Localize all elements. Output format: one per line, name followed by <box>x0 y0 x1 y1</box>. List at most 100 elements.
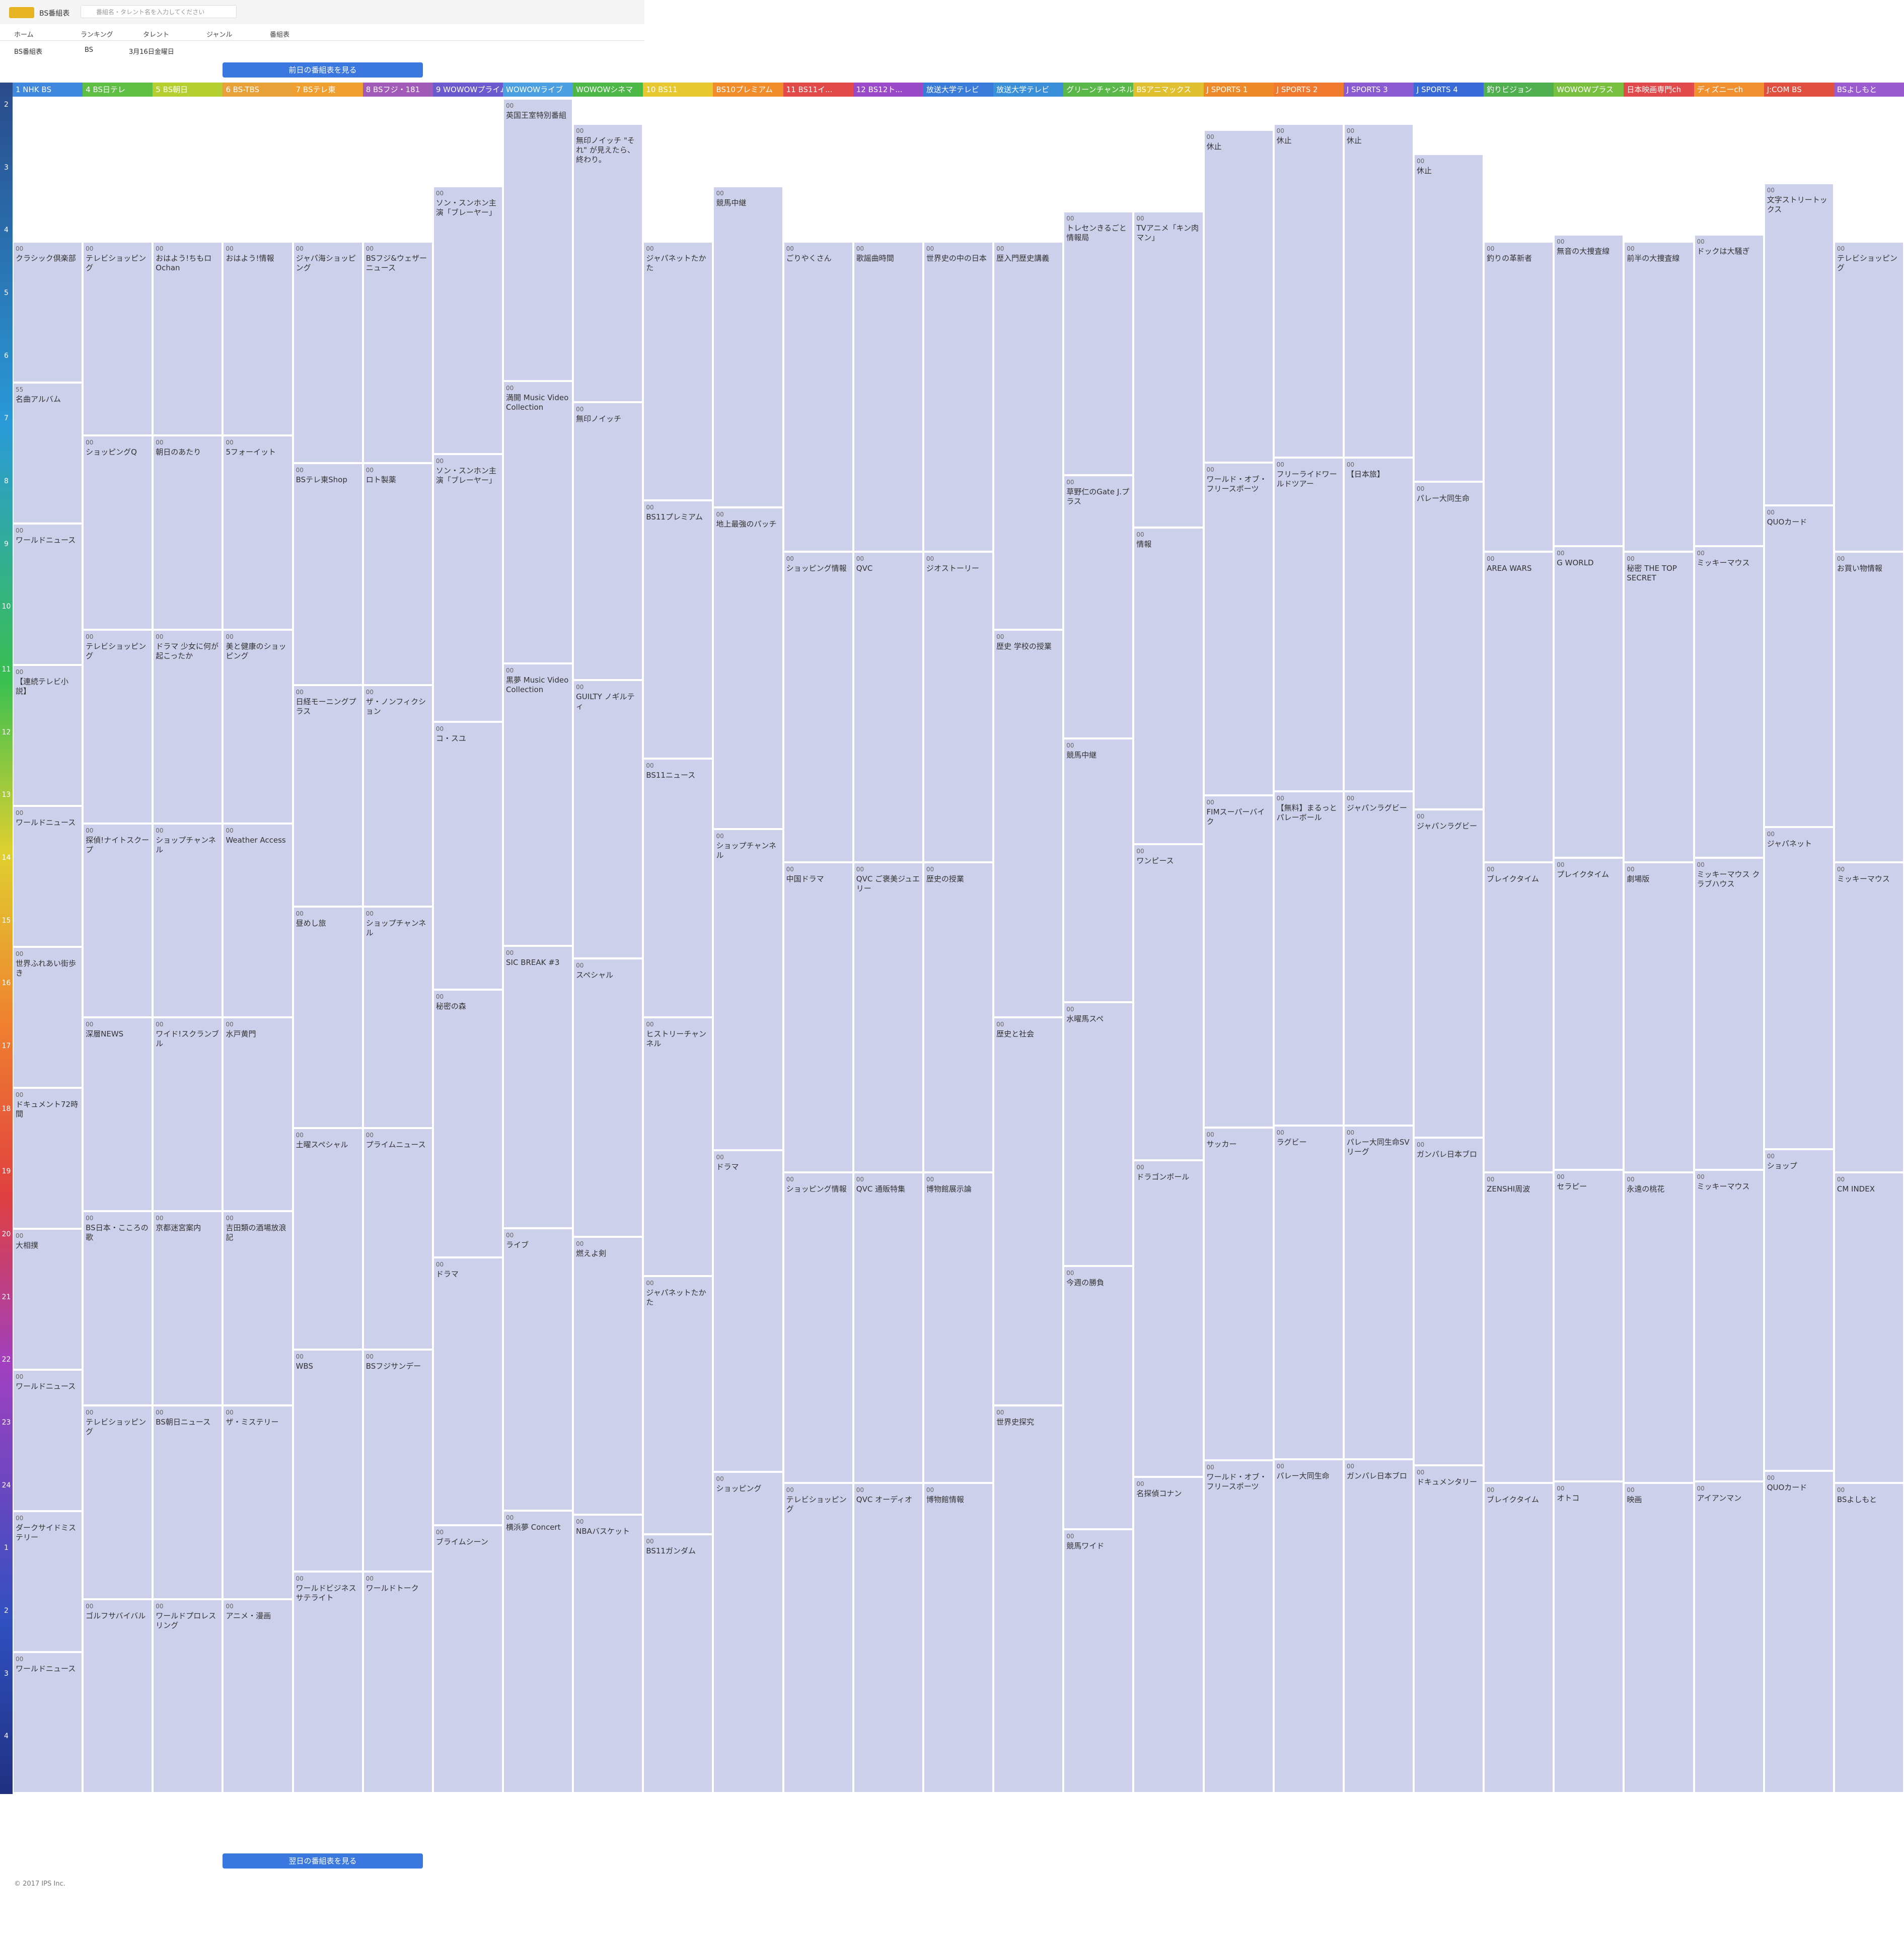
program[interactable]: 00 QUOカード <box>1764 505 1834 828</box>
channel-header[interactable]: BSアニマックス <box>1133 83 1204 97</box>
program[interactable]: 00 休止 <box>1413 154 1484 482</box>
program[interactable]: 00 ミッキーマウス クラブハウス <box>1694 858 1764 1170</box>
program[interactable]: 00 歴史の授業 <box>923 862 994 1173</box>
program[interactable]: 00 黒夢 Music Video Collection <box>503 663 573 946</box>
program[interactable]: 00 世界ふれあい街歩き <box>13 946 83 1088</box>
program[interactable]: 00 ブレイクタイム <box>1484 1482 1554 1793</box>
program[interactable]: 00 BS11プレミアム <box>643 500 713 759</box>
program[interactable]: 00 ドラマ <box>432 1257 503 1525</box>
program[interactable]: 00 ワールドニュース <box>13 805 83 947</box>
channel-header[interactable]: 9 WOWOWプライム <box>432 83 503 97</box>
program[interactable]: 00 QUOカード <box>1764 1471 1834 1793</box>
program[interactable]: 00 フリーライドワールドツアー <box>1273 458 1344 792</box>
program[interactable]: 00 ワールドプロレスリング <box>153 1599 223 1793</box>
program[interactable]: 00 ジャパンラグビー <box>1413 809 1484 1138</box>
program[interactable]: 00 BSテレ東Shop <box>292 463 363 685</box>
program[interactable]: 00 ジオストーリー <box>923 552 994 862</box>
channel-header[interactable]: 1 NHK BS <box>13 83 83 97</box>
program[interactable]: 00 ワールドニュース <box>13 1652 83 1793</box>
select[interactable]: BS <box>85 46 93 54</box>
program[interactable]: 00 大相撲 <box>13 1229 83 1370</box>
program[interactable]: 00 ソン・スンホン主演「ブレーヤー」 <box>432 186 503 454</box>
prev-day-button[interactable]: 前日の番組表を見る <box>223 62 423 78</box>
channel-header[interactable]: J SPORTS 3 <box>1343 83 1414 97</box>
program[interactable]: 00 世界史探究 <box>993 1405 1064 1793</box>
program[interactable]: 00 ヒストリーチャンネル <box>643 1017 713 1276</box>
program[interactable]: 00 昼めし旅 <box>292 906 363 1129</box>
channel-header[interactable]: 10 BS11 <box>643 83 713 97</box>
program[interactable]: 00 おはよう!ちもロOchan <box>153 242 223 436</box>
program[interactable]: 00 燃えよ剣 <box>573 1236 643 1515</box>
program[interactable]: 00 BSよしもと <box>1834 1482 1904 1793</box>
program[interactable]: 00 映画 <box>1624 1482 1694 1793</box>
program[interactable]: 00 GUILTY ノギルティ <box>573 680 643 958</box>
program[interactable]: 00 満開 Music Video Collection <box>503 381 573 663</box>
program[interactable]: 00 ワイド!スクランブル <box>153 1017 223 1212</box>
program[interactable]: 00 ごりやくさん <box>783 242 853 552</box>
program[interactable]: 00 ジャパネットたかた <box>643 1276 713 1535</box>
channel-header[interactable]: グリーンチャンネル <box>1063 83 1134 97</box>
program[interactable]: 00 【日本旅】 <box>1343 458 1414 792</box>
program[interactable]: 00 パレー大同生命 <box>1413 482 1484 810</box>
channel-header[interactable]: 放送大学テレビ <box>923 83 994 97</box>
program[interactable]: 00 日経モーニングプラス <box>292 685 363 907</box>
program[interactable]: 00 セラピー <box>1554 1169 1624 1481</box>
program[interactable]: 00 お買い物情報 <box>1834 552 1904 862</box>
program[interactable]: 00 今週の勝負 <box>1063 1265 1134 1530</box>
program[interactable]: 00 ダークサイドミステリー <box>13 1511 83 1652</box>
program[interactable]: 00 探偵!ナイトスクープ <box>83 823 153 1017</box>
program[interactable]: 00 ガンパレ日本ブロ <box>1413 1137 1484 1465</box>
program[interactable]: 00 ワールド・オブ・フリースポーツ <box>1203 1460 1274 1793</box>
program[interactable]: 00 ジャパネットたかた <box>643 242 713 500</box>
program[interactable]: 00 朝日のあたり <box>153 435 223 630</box>
channel-header[interactable]: WOWOWライブ <box>503 83 573 97</box>
program[interactable]: 00 休止 <box>1343 124 1414 458</box>
channel-header[interactable]: 12 BS12ト... <box>853 83 923 97</box>
program[interactable]: 00 おはよう!情報 <box>223 242 293 436</box>
program[interactable]: 00 スペシャル <box>573 958 643 1237</box>
program[interactable]: 00 ZENSHI周波 <box>1484 1172 1554 1483</box>
program[interactable]: 00 テレビショッピング <box>783 1482 853 1793</box>
program[interactable]: 00 秘密の森 <box>432 990 503 1257</box>
program[interactable]: 00 ショッピング情報 <box>783 1172 853 1483</box>
program[interactable]: 00 ロト製薬 <box>362 463 433 685</box>
program[interactable]: 00 博物館情報 <box>923 1482 994 1793</box>
program[interactable]: 00 Weather Access <box>223 823 293 1017</box>
program[interactable]: 00 AREA WARS <box>1484 552 1554 862</box>
program[interactable]: 00 博物館展示論 <box>923 1172 994 1483</box>
program[interactable]: 00 美と健康のショッピング <box>223 629 293 824</box>
program[interactable]: 00 ショップチャンネル <box>713 829 783 1151</box>
program[interactable]: 00 NBAバスケット <box>573 1515 643 1793</box>
program[interactable]: 00 釣りの革新者 <box>1484 242 1554 552</box>
program[interactable]: 00 ブライムシーン <box>432 1525 503 1793</box>
program[interactable]: 00 ザ・ノンフィクション <box>362 685 433 907</box>
channel-header[interactable]: BSよしもと <box>1834 83 1904 97</box>
program[interactable]: 00 ガンパレ日本ブロ <box>1343 1459 1414 1793</box>
program[interactable]: 00 【連続テレビ小説】 <box>13 664 83 806</box>
channel-header[interactable]: J SPORTS 1 <box>1203 83 1274 97</box>
program[interactable]: 00 歌謡曲時間 <box>853 242 923 552</box>
program[interactable]: 00 テレビショッピング <box>83 1405 153 1599</box>
program[interactable]: 00 ショッピングQ <box>83 435 153 630</box>
program[interactable]: 00 無印ノイッチ <box>573 402 643 681</box>
program[interactable]: 00 ワールド・オブ・フリースポーツ <box>1203 462 1274 795</box>
channel-header[interactable]: 5 BS朝日 <box>153 83 223 97</box>
program[interactable]: 00 無音の大捜査線 <box>1554 235 1624 547</box>
program[interactable]: 00 BS11ニュース <box>643 759 713 1017</box>
program[interactable]: 00 ザ・ミステリー <box>223 1405 293 1599</box>
program[interactable]: 00 ショッピング情報 <box>783 552 853 862</box>
program[interactable]: 00 休止 <box>1273 124 1344 458</box>
program[interactable]: 00 クラシック倶楽部 <box>13 242 83 383</box>
program[interactable]: 00 BSフジサンデー <box>362 1350 433 1572</box>
select[interactable]: 3月16日金曜日 <box>129 48 174 56</box>
program[interactable]: 00 【無料】まるっとパレーボール <box>1273 791 1344 1126</box>
program[interactable]: 00 SIC BREAK #3 <box>503 946 573 1228</box>
program[interactable]: 00 BS朝日ニュース <box>153 1405 223 1599</box>
program[interactable]: 00 競馬ワイド <box>1063 1529 1134 1793</box>
program[interactable]: 00 秘密 THE TOP SECRET <box>1624 552 1694 862</box>
program[interactable]: 00 水戸黄門 <box>223 1017 293 1212</box>
program[interactable]: 00 ワールドビジネスサテライト <box>292 1571 363 1793</box>
program[interactable]: 00 ラグビー <box>1273 1125 1344 1459</box>
program[interactable]: 00 BS日本・こころの歌 <box>83 1211 153 1405</box>
program[interactable]: 00 ミッキーマウス <box>1694 1169 1764 1481</box>
